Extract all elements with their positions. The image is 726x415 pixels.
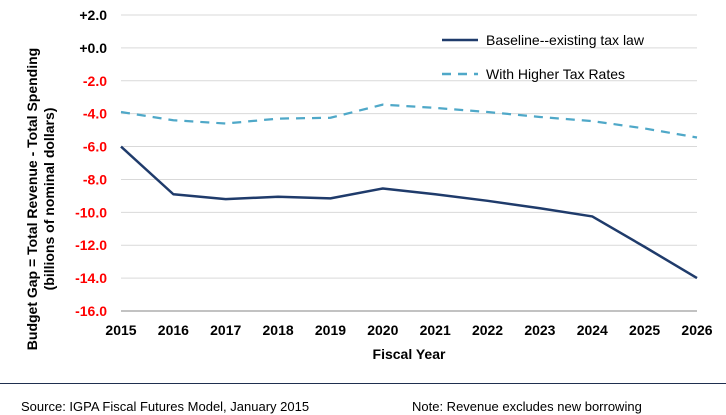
y-tick-label: -6.0	[83, 139, 107, 155]
y-tick-label: -8.0	[83, 171, 107, 187]
x-tick-label: 2020	[367, 322, 398, 338]
y-axis-title: Budget Gap = Total Revenue - Total Spend…	[24, 48, 57, 350]
x-tick-label: 2021	[420, 322, 451, 338]
x-tick-label: 2017	[210, 322, 241, 338]
x-tick-label: 2015	[105, 322, 136, 338]
y-tick-label: -2.0	[83, 73, 107, 89]
x-tick-label: 2025	[629, 322, 660, 338]
y-tick-label: -4.0	[83, 106, 107, 122]
legend-label-1: Baseline--existing tax law	[486, 32, 645, 48]
revenue-note: Note: Revenue excludes new borrowing	[412, 399, 642, 414]
x-tick-label: 2023	[524, 322, 555, 338]
x-tick-label: 2019	[315, 322, 346, 338]
y-tick-label: -16.0	[75, 303, 107, 319]
x-tick-label: 2022	[472, 322, 503, 338]
x-axis-title: Fiscal Year	[373, 346, 446, 362]
x-tick-label: 2016	[158, 322, 189, 338]
y-axis-title-line-2: (billions of nominal dollars)	[41, 108, 57, 291]
x-tick-label: 2018	[263, 322, 294, 338]
line-chart: +2.0 +0.0 -2.0 -4.0 -6.0 -8.0 -10.0 -12.0 -14.0 -…	[24, 7, 713, 362]
legend: Baseline--existing tax law With Higher Ta…	[442, 32, 645, 82]
gridlines	[121, 14, 697, 279]
y-tick-label: -12.0	[75, 237, 107, 253]
y-axis-title-line-1: Budget Gap = Total Revenue - Total Spend…	[24, 48, 40, 350]
y-tick-labels: +2.0 +0.0 -2.0 -4.0 -6.0 -8.0 -10.0 -12.0 -14.0 -…	[75, 7, 107, 319]
x-tick-label: 2024	[577, 322, 608, 338]
source-note: Source: IGPA Fiscal Futures Model, Janua…	[21, 399, 310, 414]
legend-label-2: With Higher Tax Rates	[486, 66, 625, 82]
y-tick-label: +0.0	[79, 40, 107, 56]
x-tick-label: 2026	[681, 322, 712, 338]
y-tick-label: -14.0	[75, 270, 107, 286]
x-tick-labels: 2015 2016 2017 2018 2019 2020 2021 2022 2023 2024…	[105, 322, 712, 338]
series-line-2	[120, 103, 698, 139]
series-line-1	[120, 145, 698, 280]
series-lines	[120, 103, 698, 280]
y-tick-label: +2.0	[79, 7, 107, 23]
footer-divider	[0, 383, 726, 384]
y-tick-label: -10.0	[75, 204, 107, 220]
